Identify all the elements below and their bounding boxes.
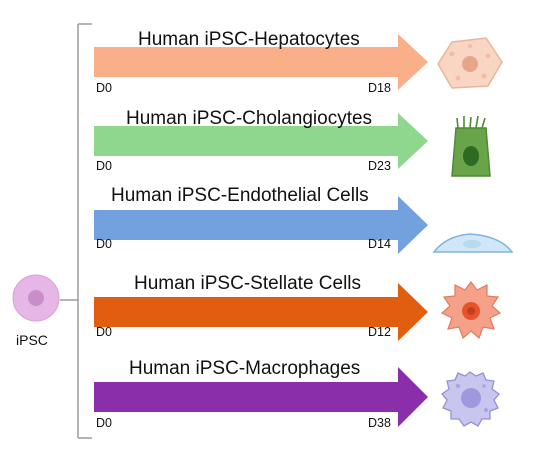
pathway-end-day: D23 <box>368 159 391 173</box>
macrophage-icon <box>441 371 500 427</box>
endothelial-cell-icon <box>432 233 514 253</box>
pathway-arrow <box>94 283 428 341</box>
pathway-title: Human iPSC-Stellate Cells <box>134 273 361 294</box>
pathway-end-day: D18 <box>368 81 391 95</box>
pathway-macrophages: Human iPSC-Macrophages D0 D38 <box>94 358 500 430</box>
pathway-end-day: D38 <box>368 416 391 430</box>
pathway-arrow <box>94 196 428 254</box>
pathway-start-day: D0 <box>96 159 112 173</box>
ipsc-cell-icon <box>12 274 60 322</box>
pathway-arrow <box>94 113 428 169</box>
pathway-title: Human iPSC-Endothelial Cells <box>111 185 369 206</box>
ipsc-label: iPSC <box>16 332 48 348</box>
stellate-cell-icon <box>440 281 502 340</box>
pathway-start-day: D0 <box>96 416 112 430</box>
pathway-endothelial: Human iPSC-Endothelial Cells D0 D14 <box>94 185 514 254</box>
pathway-end-day: D14 <box>368 237 391 251</box>
cholangiocyte-icon <box>451 115 491 177</box>
hepatocyte-icon <box>437 37 503 89</box>
pathway-stellate: Human iPSC-Stellate Cells D0 D12 <box>94 273 502 341</box>
pathway-title: Human iPSC-Macrophages <box>129 358 360 379</box>
pathway-arrow <box>94 34 428 90</box>
pathway-start-day: D0 <box>96 81 112 95</box>
pathway-start-day: D0 <box>96 237 112 251</box>
pathway-cholangiocytes: Human iPSC-Cholangiocytes D0 D23 <box>94 108 491 177</box>
bracket <box>60 23 92 439</box>
pathway-start-day: D0 <box>96 325 112 339</box>
pathway-arrow <box>94 367 428 427</box>
pathway-title: Human iPSC-Hepatocytes <box>138 29 360 50</box>
pathway-title: Human iPSC-Cholangiocytes <box>126 108 372 129</box>
pathway-end-day: D12 <box>368 325 391 339</box>
pathway-hepatocytes: Human iPSC-Hepatocytes D0 D18 <box>94 29 503 95</box>
